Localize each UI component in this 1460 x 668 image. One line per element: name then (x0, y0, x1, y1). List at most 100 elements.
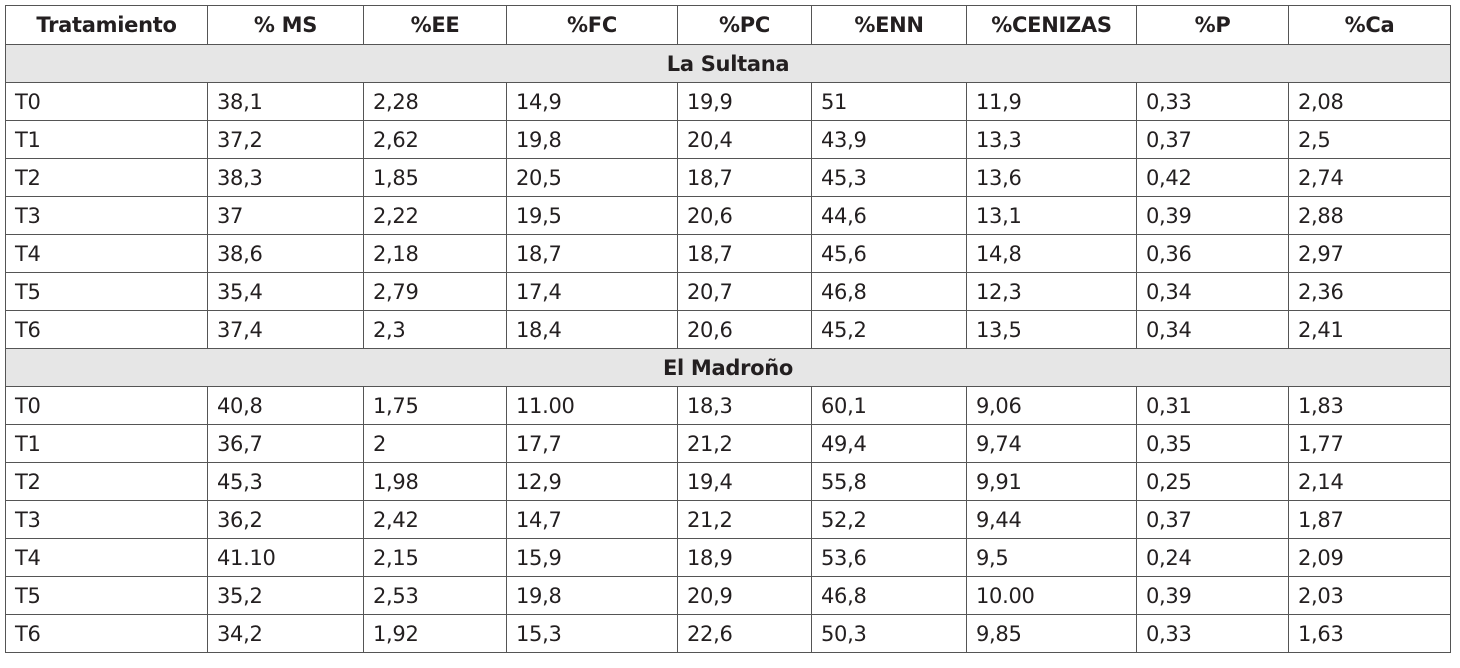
data-row: T2 45,3 1,98 12,9 19,4 55,8 9,91 0,25 2,14 (5, 462, 1451, 501)
value-cell: 12,9 (506, 462, 678, 501)
treatment-cell: T2 (5, 462, 208, 501)
value-cell: 2,88 (1288, 196, 1451, 235)
value-cell: 19,5 (506, 196, 678, 235)
value-cell: 53,6 (811, 538, 967, 577)
column-header: %CENIZAS (966, 5, 1137, 45)
value-cell: 20,6 (677, 196, 812, 235)
value-cell: 2,36 (1288, 272, 1451, 311)
data-row: T0 38,1 2,28 14,9 19,9 51 11,9 0,33 2,08 (5, 82, 1451, 121)
value-cell: 52,2 (811, 500, 967, 539)
value-cell: 55,8 (811, 462, 967, 501)
data-row: T3 37 2,22 19,5 20,6 44,6 13,1 0,39 2,88 (5, 196, 1451, 235)
value-cell: 14,7 (506, 500, 678, 539)
value-cell: 21,2 (677, 500, 812, 539)
column-header: %FC (506, 5, 678, 45)
data-row: T4 38,6 2,18 18,7 18,7 45,6 14,8 0,36 2,97 (5, 234, 1451, 273)
value-cell: 19,8 (506, 576, 678, 615)
value-cell: 15,9 (506, 538, 678, 577)
value-cell: 9,85 (966, 614, 1137, 653)
value-cell: 2,09 (1288, 538, 1451, 577)
value-cell: 1,85 (363, 158, 507, 197)
value-cell: 37 (207, 196, 364, 235)
value-cell: 18,3 (677, 386, 812, 425)
value-cell: 18,7 (506, 234, 678, 273)
value-cell: 2,28 (363, 82, 507, 121)
value-cell: 45,6 (811, 234, 967, 273)
value-cell: 0,31 (1136, 386, 1289, 425)
treatment-cell: T5 (5, 576, 208, 615)
value-cell: 1,63 (1288, 614, 1451, 653)
column-header: %EE (363, 5, 507, 45)
value-cell: 2,3 (363, 310, 507, 349)
value-cell: 17,4 (506, 272, 678, 311)
value-cell: 22,6 (677, 614, 812, 653)
value-cell: 11.00 (506, 386, 678, 425)
column-header: % MS (207, 5, 364, 45)
value-cell: 11,9 (966, 82, 1137, 121)
treatment-cell: T5 (5, 272, 208, 311)
value-cell: 0,37 (1136, 500, 1289, 539)
value-cell: 17,7 (506, 424, 678, 463)
data-row: T1 36,7 2 17,7 21,2 49,4 9,74 0,35 1,77 (5, 424, 1451, 463)
treatment-cell: T3 (5, 500, 208, 539)
column-header: %PC (677, 5, 812, 45)
treatment-cell: T0 (5, 82, 208, 121)
section-title: El Madroño (5, 348, 1451, 387)
value-cell: 36,2 (207, 500, 364, 539)
value-cell: 0,39 (1136, 196, 1289, 235)
value-cell: 20,6 (677, 310, 812, 349)
value-cell: 0,33 (1136, 614, 1289, 653)
value-cell: 20,5 (506, 158, 678, 197)
value-cell: 34,2 (207, 614, 364, 653)
value-cell: 9,74 (966, 424, 1137, 463)
value-cell: 2 (363, 424, 507, 463)
value-cell: 45,3 (811, 158, 967, 197)
value-cell: 0,35 (1136, 424, 1289, 463)
value-cell: 9,06 (966, 386, 1137, 425)
value-cell: 18,4 (506, 310, 678, 349)
treatment-cell: T4 (5, 234, 208, 273)
section-title: La Sultana (5, 44, 1451, 83)
value-cell: 20,7 (677, 272, 812, 311)
value-cell: 37,4 (207, 310, 364, 349)
value-cell: 43,9 (811, 120, 967, 159)
value-cell: 13,1 (966, 196, 1137, 235)
value-cell: 35,4 (207, 272, 364, 311)
value-cell: 40,8 (207, 386, 364, 425)
data-row: T5 35,4 2,79 17,4 20,7 46,8 12,3 0,34 2,36 (5, 272, 1451, 311)
treatment-cell: T1 (5, 424, 208, 463)
value-cell: 10.00 (966, 576, 1137, 615)
value-cell: 2,42 (363, 500, 507, 539)
value-cell: 18,7 (677, 234, 812, 273)
value-cell: 0,42 (1136, 158, 1289, 197)
value-cell: 46,8 (811, 272, 967, 311)
data-row: T0 40,8 1,75 11.00 18,3 60,1 9,06 0,31 1,83 (5, 386, 1451, 425)
value-cell: 0,36 (1136, 234, 1289, 273)
value-cell: 41.10 (207, 538, 364, 577)
value-cell: 13,6 (966, 158, 1137, 197)
treatment-cell: T6 (5, 310, 208, 349)
value-cell: 20,4 (677, 120, 812, 159)
value-cell: 0,37 (1136, 120, 1289, 159)
value-cell: 2,22 (363, 196, 507, 235)
value-cell: 2,41 (1288, 310, 1451, 349)
value-cell: 60,1 (811, 386, 967, 425)
value-cell: 2,08 (1288, 82, 1451, 121)
value-cell: 2,79 (363, 272, 507, 311)
value-cell: 0,34 (1136, 310, 1289, 349)
value-cell: 1,77 (1288, 424, 1451, 463)
value-cell: 2,74 (1288, 158, 1451, 197)
value-cell: 2,53 (363, 576, 507, 615)
table-header: Tratamiento% MS %EE %FC %PC %ENN %CENIZAS %P %C… (5, 5, 1451, 45)
value-cell: 20,9 (677, 576, 812, 615)
value-cell: 0,33 (1136, 82, 1289, 121)
value-cell: 14,8 (966, 234, 1137, 273)
section-row: La Sultana (5, 44, 1451, 83)
value-cell: 35,2 (207, 576, 364, 615)
data-row: T2 38,3 1,85 20,5 18,7 45,3 13,6 0,42 2,74 (5, 158, 1451, 197)
value-cell: 15,3 (506, 614, 678, 653)
value-cell: 14,9 (506, 82, 678, 121)
value-cell: 46,8 (811, 576, 967, 615)
value-cell: 2,15 (363, 538, 507, 577)
value-cell: 1,98 (363, 462, 507, 501)
